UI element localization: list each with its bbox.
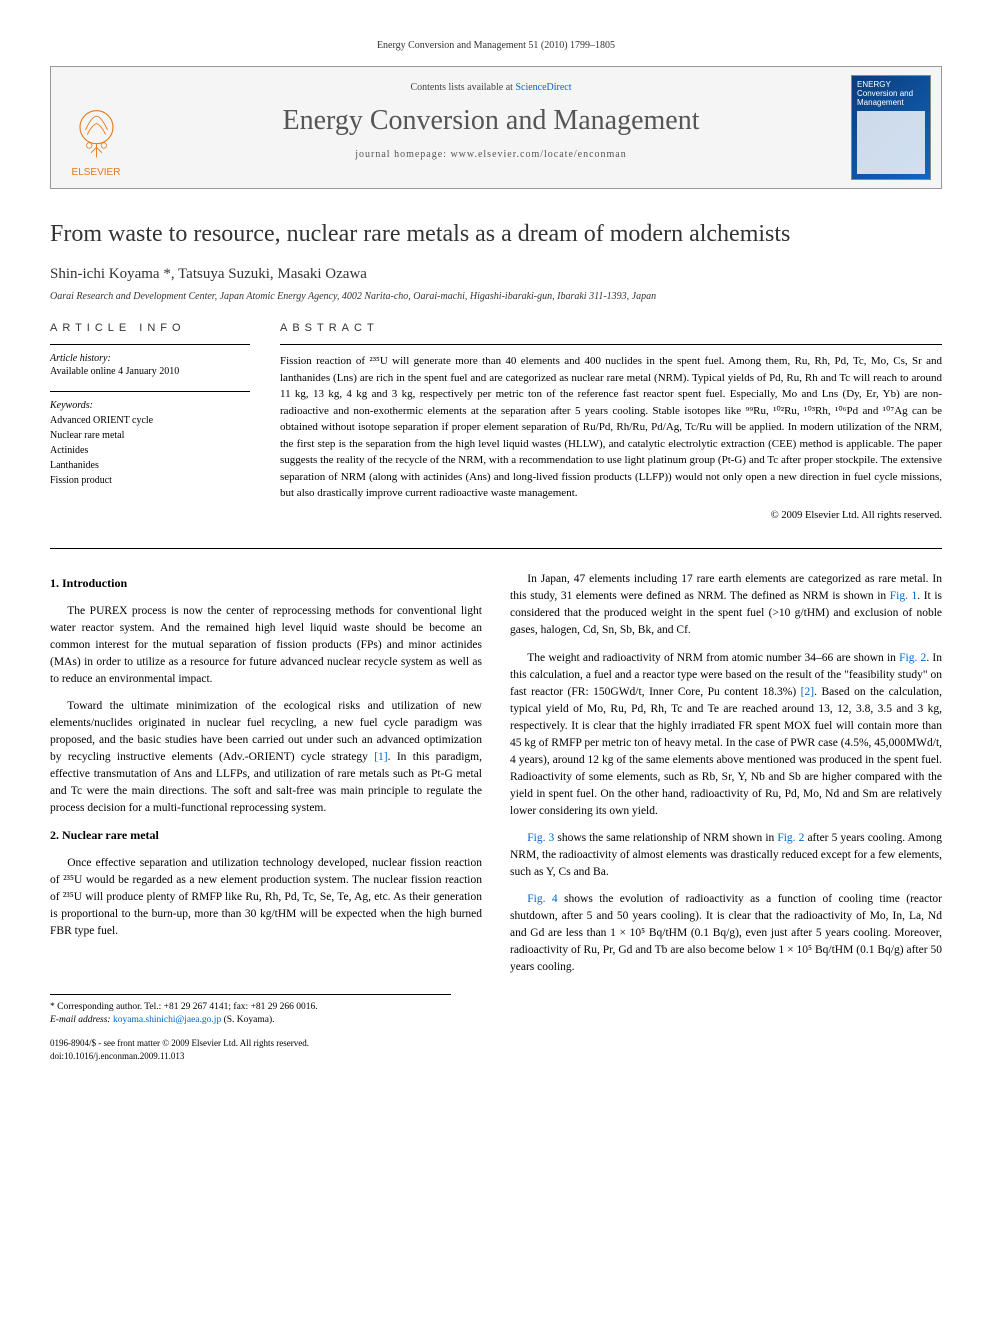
affiliation: Oarai Research and Development Center, J… <box>50 291 942 302</box>
elsevier-tree-icon <box>69 107 124 162</box>
section-2-heading: 2. Nuclear rare metal <box>50 827 482 845</box>
author-email-link[interactable]: koyama.shinichi@jaea.go.jp <box>113 1015 221 1025</box>
contents-prefix: Contents lists available at <box>410 82 515 93</box>
abstract-copyright: © 2009 Elsevier Ltd. All rights reserved… <box>280 508 942 524</box>
body-paragraph: In Japan, 47 elements including 17 rare … <box>510 571 942 639</box>
keyword-item: Actinides <box>50 443 250 458</box>
section-1-heading: 1. Introduction <box>50 575 482 593</box>
journal-cover-thumb: ENERGY Conversion and Management <box>851 75 931 180</box>
homepage-prefix: journal homepage: <box>355 149 450 160</box>
keywords-list: Advanced ORIENT cycle Nuclear rare metal… <box>50 413 250 488</box>
body-paragraph: Once effective separation and utilizatio… <box>50 855 482 940</box>
publisher-name: ELSEVIER <box>72 167 121 178</box>
contents-line: Contents lists available at ScienceDirec… <box>151 82 831 93</box>
doi-block: 0196-8904/$ - see front matter © 2009 El… <box>50 1037 451 1062</box>
history-label: Article history: <box>50 353 250 364</box>
keyword-item: Nuclear rare metal <box>50 428 250 443</box>
figure-link[interactable]: Fig. 2 <box>777 832 804 844</box>
doi-line: doi:10.1016/j.enconman.2009.11.013 <box>50 1050 451 1063</box>
homepage-url: www.elsevier.com/locate/enconman <box>450 149 626 160</box>
abstract-column: ABSTRACT Fission reaction of ²³⁵U will g… <box>280 322 942 523</box>
article-info-column: ARTICLE INFO Article history: Available … <box>50 322 250 523</box>
publisher-block: ELSEVIER <box>51 67 141 188</box>
banner-center: Contents lists available at ScienceDirec… <box>141 67 841 188</box>
keyword-item: Lanthanides <box>50 458 250 473</box>
citation-link[interactable]: [2] <box>801 686 814 698</box>
body-paragraph: Fig. 4 shows the evolution of radioactiv… <box>510 891 942 976</box>
running-header: Energy Conversion and Management 51 (201… <box>50 40 942 51</box>
abstract-header: ABSTRACT <box>280 322 942 334</box>
text-run: shows the same relationship of NRM shown… <box>554 832 777 844</box>
email-label: E-mail address: <box>50 1015 111 1025</box>
homepage-line: journal homepage: www.elsevier.com/locat… <box>151 149 831 160</box>
text-run: . Based on the calculation, typical yiel… <box>510 686 942 817</box>
keywords-label: Keywords: <box>50 400 250 411</box>
text-run: shows the evolution of radioactivity as … <box>510 893 942 973</box>
history-value: Available online 4 January 2010 <box>50 366 250 377</box>
text-run: The weight and radioactivity of NRM from… <box>527 652 899 664</box>
body-paragraph: The weight and radioactivity of NRM from… <box>510 650 942 820</box>
citation-link[interactable]: [1] <box>374 751 387 763</box>
article-info-header: ARTICLE INFO <box>50 322 250 334</box>
journal-banner: ELSEVIER Contents lists available at Sci… <box>50 66 942 189</box>
text-run: In Japan, 47 elements including 17 rare … <box>510 573 942 602</box>
keywords-block: Keywords: Advanced ORIENT cycle Nuclear … <box>50 391 250 488</box>
body-paragraph: Fig. 3 shows the same relationship of NR… <box>510 830 942 881</box>
corr-author-line: * Corresponding author. Tel.: +81 29 267… <box>50 1001 451 1014</box>
figure-link[interactable]: Fig. 4 <box>527 893 557 905</box>
cover-thumb-title: ENERGY Conversion and Management <box>857 81 925 107</box>
article-title: From waste to resource, nuclear rare met… <box>50 219 942 250</box>
figure-link[interactable]: Fig. 2 <box>899 652 926 664</box>
corresponding-author-footer: * Corresponding author. Tel.: +81 29 267… <box>50 994 451 1063</box>
figure-link[interactable]: Fig. 1 <box>890 590 918 602</box>
journal-name: Energy Conversion and Management <box>151 105 831 137</box>
abstract-body: Fission reaction of ²³⁵U will generate m… <box>280 355 942 499</box>
keyword-item: Fission product <box>50 473 250 488</box>
article-history-block: Article history: Available online 4 Janu… <box>50 344 250 377</box>
body-two-column: 1. Introduction The PUREX process is now… <box>50 571 942 975</box>
figure-link[interactable]: Fig. 3 <box>527 832 554 844</box>
cover-thumb-body <box>857 111 925 174</box>
front-matter-line: 0196-8904/$ - see front matter © 2009 El… <box>50 1037 451 1050</box>
keyword-item: Advanced ORIENT cycle <box>50 413 250 428</box>
info-abstract-row: ARTICLE INFO Article history: Available … <box>50 322 942 523</box>
author-list: Shin-ichi Koyama *, Tatsuya Suzuki, Masa… <box>50 266 942 283</box>
body-paragraph: The PUREX process is now the center of r… <box>50 603 482 688</box>
cover-thumbnail-area: ENERGY Conversion and Management <box>841 67 941 188</box>
sciencedirect-link[interactable]: ScienceDirect <box>515 82 571 93</box>
abstract-text: Fission reaction of ²³⁵U will generate m… <box>280 344 942 523</box>
email-line: E-mail address: koyama.shinichi@jaea.go.… <box>50 1014 451 1027</box>
section-divider <box>50 548 942 549</box>
email-suffix: (S. Koyama). <box>221 1015 274 1025</box>
body-paragraph: Toward the ultimate minimization of the … <box>50 698 482 817</box>
